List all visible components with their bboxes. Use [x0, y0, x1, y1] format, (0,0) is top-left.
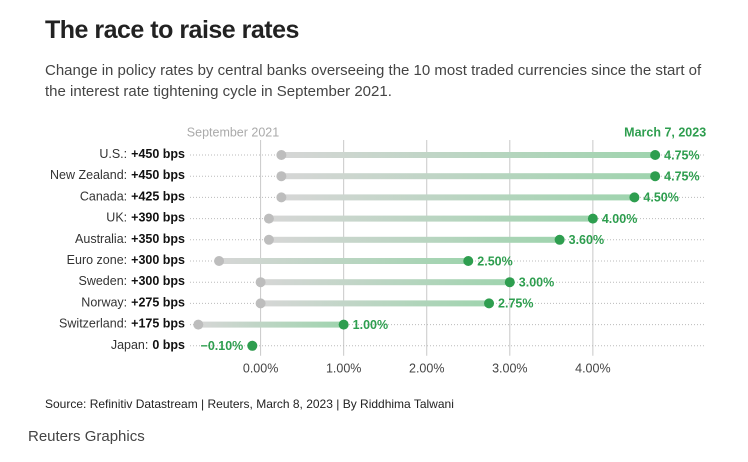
value-label: 4.50%: [643, 191, 678, 205]
chart: 0.00% 1.00% 2.00% 3.00% 4.00% September 2021 M…: [50, 125, 706, 375]
start-dot: [263, 234, 274, 245]
category-label: Australia: +350 bps: [75, 232, 185, 246]
title: The race to raise rates: [45, 16, 299, 44]
change-label: +300 bps: [131, 274, 185, 288]
change-label: 0 bps: [152, 338, 185, 352]
series-label: March 7, 2023: [624, 125, 706, 139]
change-label: +275 bps: [131, 296, 185, 310]
value-label: −0.10%: [201, 339, 244, 353]
category-name: New Zealand:: [50, 168, 127, 182]
category-name: UK:: [106, 211, 127, 225]
end-dot: [484, 298, 495, 309]
x-tick-label: 3.00%: [492, 361, 527, 375]
connector: [260, 279, 510, 286]
change-label: +450 bps: [131, 147, 185, 161]
category-name: Euro zone:: [67, 253, 127, 267]
connector: [268, 236, 560, 243]
category-label: Switzerland: +175 bps: [59, 317, 185, 331]
category-name: U.S.:: [99, 147, 127, 161]
start-dot: [214, 256, 225, 266]
end-dot: [504, 277, 515, 288]
category-label: New Zealand: +450 bps: [50, 168, 185, 182]
connector: [268, 215, 593, 222]
category-label: Euro zone: +300 bps: [67, 253, 185, 267]
category-label: U.S.: +450 bps: [99, 147, 185, 161]
value-label: 2.50%: [477, 254, 512, 268]
start-dot: [276, 171, 287, 182]
end-dot: [629, 192, 640, 203]
change-label: +175 bps: [131, 317, 185, 331]
end-dot: [650, 150, 661, 160]
connector: [260, 300, 490, 307]
change-label: +450 bps: [131, 168, 185, 182]
x-tick-label: 2.00%: [409, 361, 444, 375]
start-dot: [193, 319, 204, 330]
value-label: 4.75%: [664, 148, 699, 162]
connector: [198, 321, 344, 328]
end-dot: [650, 171, 661, 182]
category-name: Switzerland:: [59, 317, 127, 331]
end-dot: [554, 234, 565, 245]
start-dot: [276, 150, 287, 160]
end-dot: [338, 319, 349, 330]
value-label: 3.00%: [519, 275, 554, 289]
change-label: +350 bps: [131, 232, 185, 246]
category-name: Japan:: [111, 338, 149, 352]
change-label: +300 bps: [131, 253, 185, 267]
category-label: Norway: +275 bps: [81, 296, 185, 310]
change-label: +390 bps: [131, 211, 185, 225]
start-dot: [276, 192, 287, 203]
x-tick-label: 1.00%: [326, 361, 361, 375]
brand: Reuters Graphics: [28, 428, 145, 445]
category-label: UK: +390 bps: [106, 211, 185, 225]
x-tick-label: 0.00%: [243, 361, 278, 375]
connector: [281, 173, 656, 180]
connector: [281, 152, 656, 158]
category-label: Canada: +425 bps: [80, 190, 185, 204]
start-dot: [255, 277, 266, 288]
start-dot: [263, 213, 274, 224]
category-name: Norway:: [81, 296, 127, 310]
category-label: Sweden: +300 bps: [78, 274, 185, 288]
category-name: Australia:: [75, 232, 127, 246]
source: Source: Refinitiv Datastream | Reuters, …: [45, 397, 454, 411]
series-label: September 2021: [187, 125, 279, 139]
value-label: 1.00%: [353, 318, 388, 332]
start-dot: [255, 298, 266, 309]
x-tick-label: 4.00%: [575, 361, 610, 375]
category-label: Japan: 0 bps: [111, 338, 185, 352]
end-dot: [587, 213, 598, 224]
value-label: 4.00%: [602, 212, 637, 226]
change-label: +425 bps: [131, 190, 185, 204]
value-label: 3.60%: [569, 233, 604, 247]
subtitle: Change in policy rates by central banks …: [45, 62, 702, 100]
connector: [219, 258, 469, 264]
value-label: 4.75%: [664, 169, 699, 183]
category-name: Canada:: [80, 190, 127, 204]
category-name: Sweden:: [78, 274, 127, 288]
end-dot: [247, 340, 258, 351]
value-label: 2.75%: [498, 297, 533, 311]
connector: [281, 194, 635, 201]
end-dot: [463, 256, 474, 266]
